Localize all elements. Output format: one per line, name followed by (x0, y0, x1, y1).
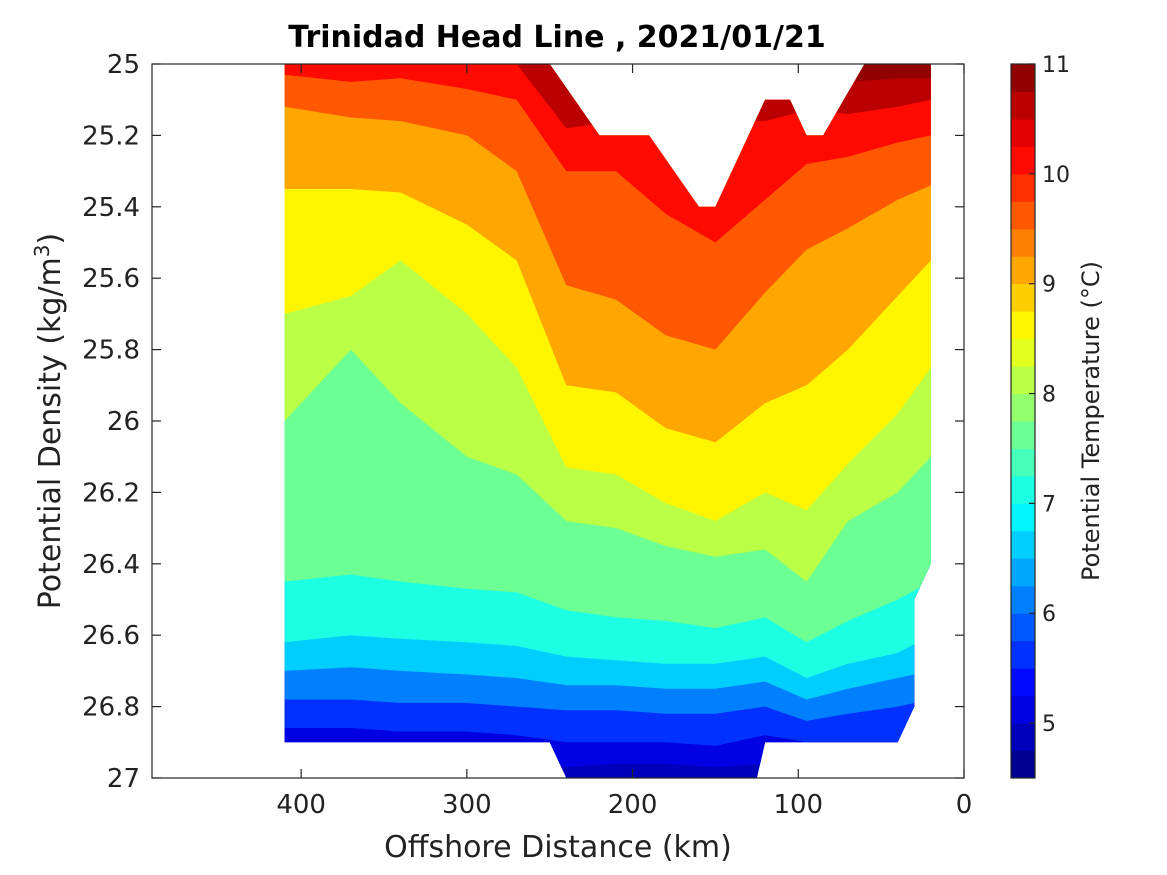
colorbar-tick-label: 8 (1042, 383, 1056, 408)
chart-title: Trinidad Head Line , 2021/01/21 (288, 20, 825, 55)
y-axis-label-main: Potential Density (kg/m (33, 257, 68, 609)
x-axis: 400 300 200 100 0 (276, 64, 972, 820)
colorbar-segment (1011, 448, 1035, 477)
y-tick-label: 26.2 (82, 478, 140, 508)
colorbar-segment (1011, 613, 1035, 642)
colorbar-segment (1011, 393, 1035, 422)
y-tick-label: 25.4 (82, 193, 140, 223)
y-tick-label: 26.4 (82, 550, 140, 580)
colorbar-segment (1011, 146, 1035, 175)
colorbar-segment (1011, 91, 1035, 120)
colorbar-segment (1011, 228, 1035, 257)
colorbar-tick-label: 11 (1042, 53, 1070, 78)
colorbar-segment (1011, 503, 1035, 532)
colorbar-segment (1011, 421, 1035, 449)
y-axis-label: Potential Density (kg/m3) (30, 233, 68, 609)
colorbar-segment (1011, 118, 1035, 147)
y-tick-label: 25.6 (82, 264, 140, 294)
colorbar-segment (1011, 173, 1035, 202)
colorbar-segment (1011, 668, 1035, 697)
colorbar-tick-label: 10 (1042, 163, 1070, 188)
colorbar-segment (1011, 723, 1035, 752)
colorbar-tick-label: 6 (1042, 602, 1056, 627)
y-tick-label: 25.2 (82, 121, 140, 151)
colorbar-label: Potential Temperature (°C) (1077, 261, 1105, 581)
colorbar-segment (1011, 530, 1035, 559)
x-tick-label: 100 (773, 790, 823, 820)
colorbar-tick-label: 9 (1042, 273, 1056, 298)
y-tick-label: 26.8 (82, 693, 140, 723)
colorbar-segment (1011, 338, 1035, 367)
colorbar-segment (1011, 695, 1035, 724)
colorbar-frame (1010, 63, 1036, 779)
colorbar-segment (1011, 311, 1035, 340)
x-tick-label: 300 (442, 790, 492, 820)
y-tick-label: 27 (107, 764, 140, 794)
colorbar-segment (1011, 475, 1035, 504)
colorbar-tick-label: 5 (1042, 712, 1056, 737)
y-tick-label: 25 (107, 50, 140, 80)
colorbar-segment (1011, 558, 1035, 587)
colorbar-segment (1011, 750, 1035, 779)
colorbar: 5 6 7 8 9 10 11 (1010, 53, 1070, 779)
x-tick-label: 400 (276, 790, 326, 820)
y-tick-label: 25.8 (82, 336, 140, 366)
colorbar-segment (1011, 201, 1035, 230)
x-tick-label: 200 (608, 790, 658, 820)
contour-layer (284, 64, 931, 778)
colorbar-segment (1011, 283, 1035, 312)
y-axis: 25 25.2 25.4 25.6 25.8 26 26.2 26.4 26.6 26.8 27 (82, 50, 964, 794)
y-axis-label-close: ) (33, 233, 68, 245)
colorbar-segment (1011, 585, 1035, 614)
x-axis-label: Offshore Distance (km) (384, 830, 732, 865)
y-tick-label: 26.6 (82, 621, 140, 651)
colorbar-segment (1011, 64, 1035, 92)
colorbar-tick-label: 7 (1042, 492, 1056, 517)
colorbar-segment (1011, 640, 1035, 669)
x-tick-label: 0 (956, 790, 973, 820)
y-tick-label: 26 (107, 407, 140, 437)
colorbar-segment (1011, 366, 1035, 395)
colorbar-segment (1011, 256, 1035, 285)
y-axis-label-superscript: 3 (30, 244, 54, 257)
